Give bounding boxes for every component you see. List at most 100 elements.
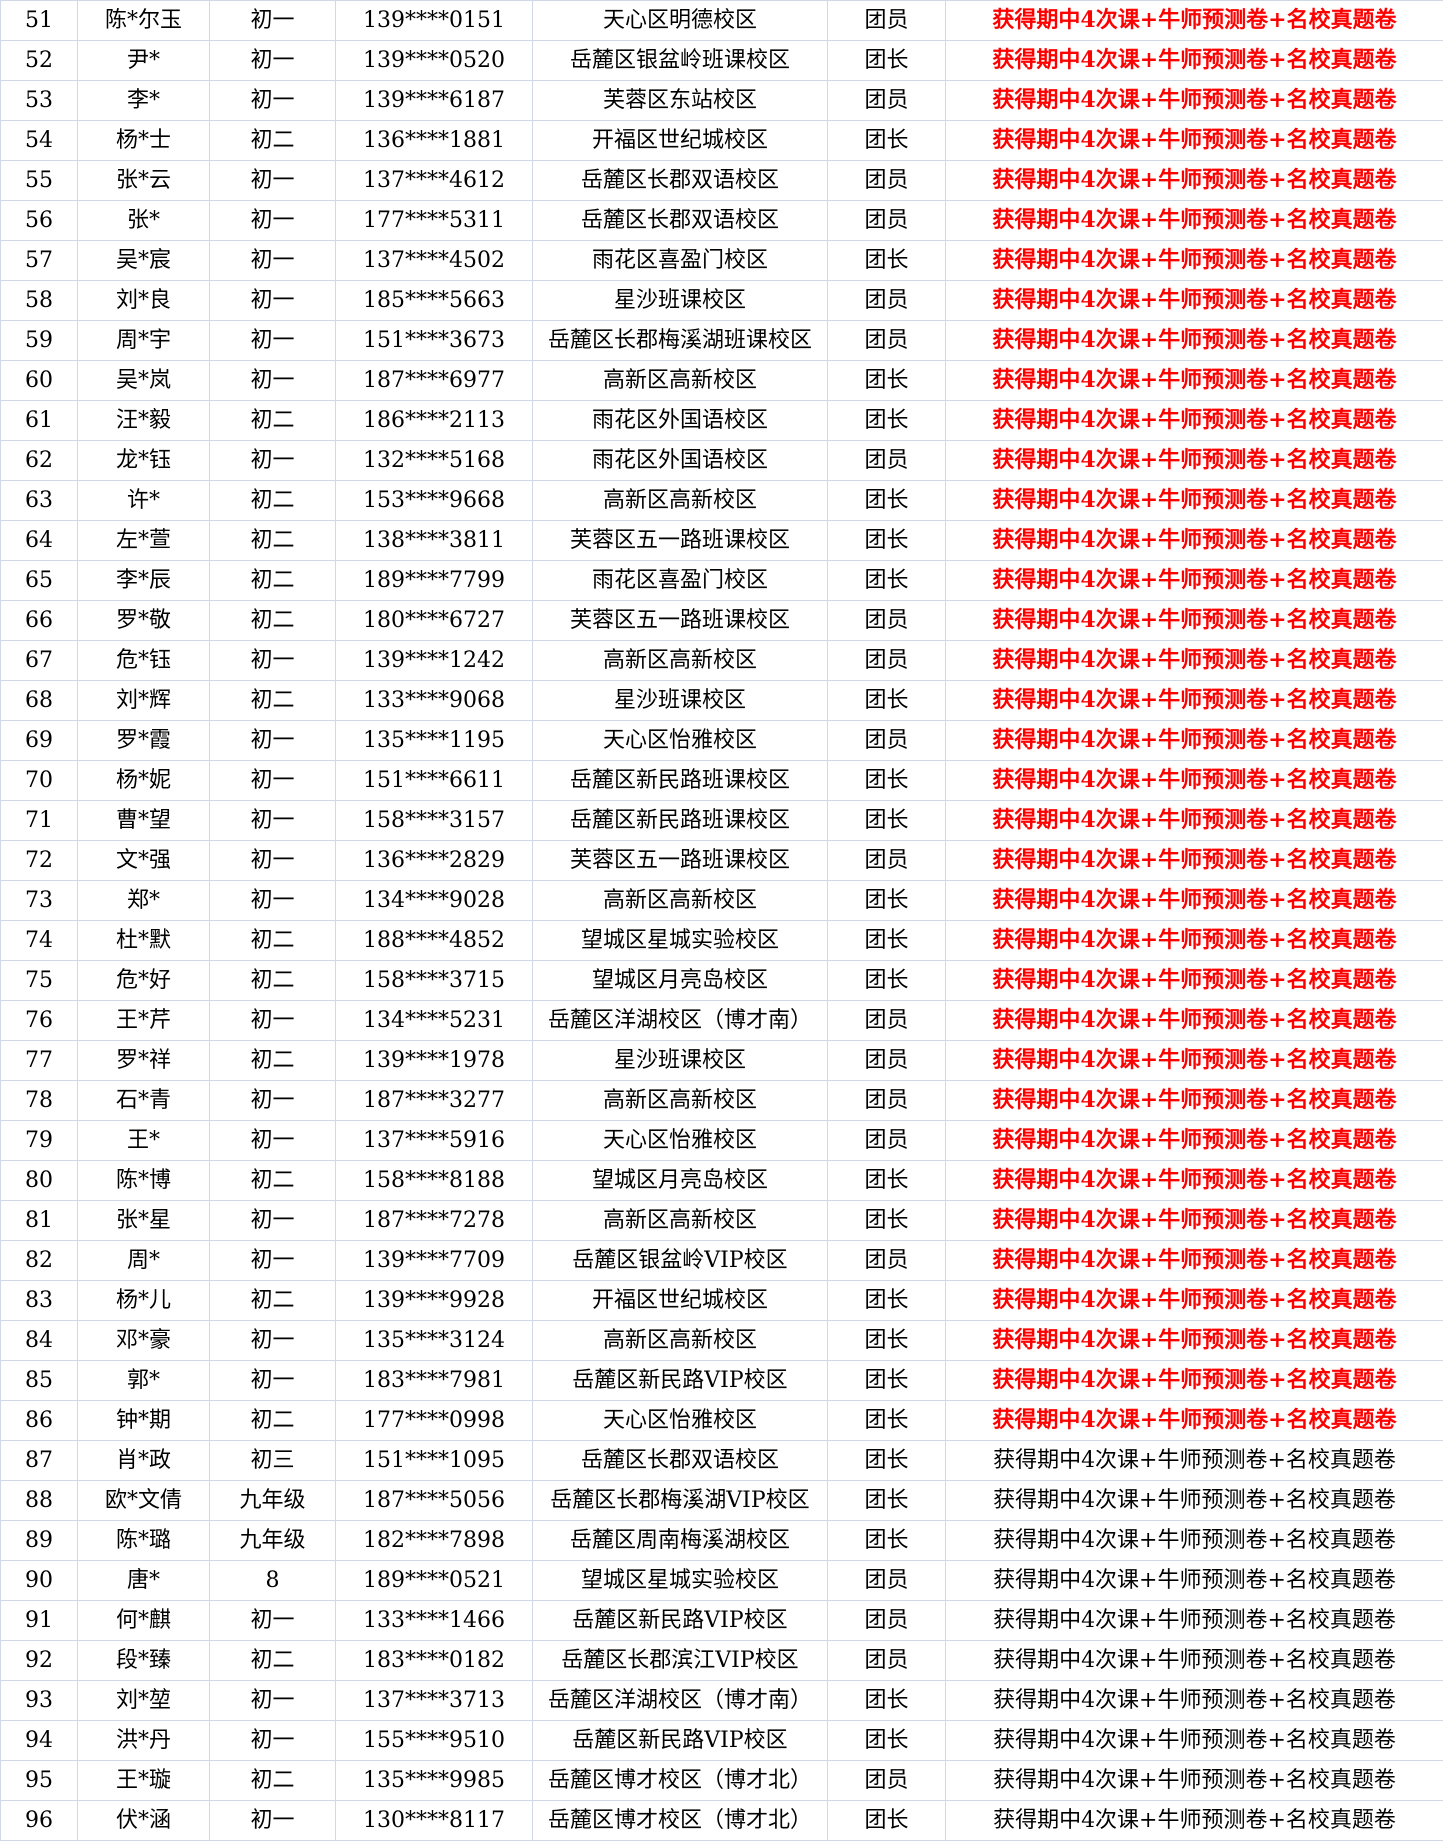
grade-cell: 初一: [209, 1600, 336, 1641]
campus-cell: 高新区高新校区: [532, 640, 828, 681]
reward-cell: 获得期中4次课+牛师预测卷+名校真题卷: [945, 480, 1443, 521]
row-number-cell: 82: [0, 1240, 78, 1281]
phone-number-cell: 186****2113: [335, 400, 533, 441]
table-row: 57 吴*宸 初一 137****4502 雨花区喜盈门校区 团长 获得期中4次课+牛师预测…: [0, 240, 1443, 281]
phone-number-cell: 139****9928: [335, 1280, 533, 1321]
reward-cell: 获得期中4次课+牛师预测卷+名校真题卷: [945, 1200, 1443, 1241]
student-name-cell: 洪*丹: [77, 1720, 210, 1761]
reward-cell: 获得期中4次课+牛师预测卷+名校真题卷: [945, 160, 1443, 201]
phone-number-cell: 177****0998: [335, 1400, 533, 1441]
reward-cell: 获得期中4次课+牛师预测卷+名校真题卷: [945, 600, 1443, 641]
table-row: 61 汪*毅 初二 186****2113 雨花区外国语校区 团长 获得期中4次课+牛师预测…: [0, 400, 1443, 441]
grade-cell: 初二: [209, 120, 336, 161]
row-number-cell: 83: [0, 1280, 78, 1321]
student-name-cell: 危*好: [77, 960, 210, 1001]
reward-cell: 获得期中4次课+牛师预测卷+名校真题卷: [945, 560, 1443, 601]
group-role-cell: 团长: [827, 880, 946, 921]
phone-number-cell: 137****5916: [335, 1120, 533, 1161]
row-number-cell: 55: [0, 160, 78, 201]
phone-number-cell: 137****3713: [335, 1680, 533, 1721]
campus-cell: 芙蓉区东站校区: [532, 80, 828, 121]
campus-cell: 高新区高新校区: [532, 1200, 828, 1241]
group-role-cell: 团长: [827, 1520, 946, 1561]
student-name-cell: 危*钰: [77, 640, 210, 681]
table-row: 80 陈*博 初二 158****8188 望城区月亮岛校区 团长 获得期中4次课+牛师预测…: [0, 1160, 1443, 1201]
reward-cell: 获得期中4次课+牛师预测卷+名校真题卷: [945, 1360, 1443, 1401]
campus-cell: 芙蓉区五一路班课校区: [532, 840, 828, 881]
campus-cell: 雨花区外国语校区: [532, 400, 828, 441]
grade-cell: 初二: [209, 600, 336, 641]
phone-number-cell: 187****6977: [335, 360, 533, 401]
campus-cell: 高新区高新校区: [532, 360, 828, 401]
grade-cell: 初二: [209, 1640, 336, 1681]
phone-number-cell: 151****3673: [335, 320, 533, 361]
row-number-cell: 52: [0, 40, 78, 81]
student-name-cell: 周*: [77, 1240, 210, 1281]
row-number-cell: 61: [0, 400, 78, 441]
phone-number-cell: 139****0520: [335, 40, 533, 81]
student-name-cell: 张*星: [77, 1200, 210, 1241]
reward-cell: 获得期中4次课+牛师预测卷+名校真题卷: [945, 1160, 1443, 1201]
row-number-cell: 89: [0, 1520, 78, 1561]
grade-cell: 初二: [209, 1160, 336, 1201]
reward-cell: 获得期中4次课+牛师预测卷+名校真题卷: [945, 1760, 1443, 1801]
reward-cell: 获得期中4次课+牛师预测卷+名校真题卷: [945, 640, 1443, 681]
phone-number-cell: 132****5168: [335, 440, 533, 481]
grade-cell: 初二: [209, 680, 336, 721]
phone-number-cell: 189****7799: [335, 560, 533, 601]
campus-cell: 星沙班课校区: [532, 280, 828, 321]
reward-cell: 获得期中4次课+牛师预测卷+名校真题卷: [945, 240, 1443, 281]
grade-cell: 初一: [209, 760, 336, 801]
table-row: 58 刘*良 初一 185****5663 星沙班课校区 团员 获得期中4次课+牛师预测卷+…: [0, 280, 1443, 321]
student-name-cell: 唐*: [77, 1560, 210, 1601]
group-role-cell: 团员: [827, 1080, 946, 1121]
table-row: 89 陈*璐 九年级 182****7898 岳麓区周南梅溪湖校区 团长 获得期中4次课+牛…: [0, 1520, 1443, 1561]
campus-cell: 岳麓区长郡滨江VIP校区: [532, 1640, 828, 1681]
group-role-cell: 团长: [827, 480, 946, 521]
reward-cell: 获得期中4次课+牛师预测卷+名校真题卷: [945, 1520, 1443, 1561]
student-name-cell: 吴*宸: [77, 240, 210, 281]
reward-cell: 获得期中4次课+牛师预测卷+名校真题卷: [945, 320, 1443, 361]
phone-number-cell: 137****4502: [335, 240, 533, 281]
campus-cell: 天心区怡雅校区: [532, 1120, 828, 1161]
group-role-cell: 团长: [827, 1480, 946, 1521]
group-role-cell: 团员: [827, 1760, 946, 1801]
campus-cell: 高新区高新校区: [532, 1080, 828, 1121]
group-role-cell: 团员: [827, 1120, 946, 1161]
grade-cell: 初二: [209, 400, 336, 441]
student-name-cell: 刘*堃: [77, 1680, 210, 1721]
grade-cell: 初一: [209, 200, 336, 241]
phone-number-cell: 188****4852: [335, 920, 533, 961]
row-number-cell: 93: [0, 1680, 78, 1721]
row-number-cell: 63: [0, 480, 78, 521]
group-role-cell: 团长: [827, 1440, 946, 1481]
student-name-cell: 郑*: [77, 880, 210, 921]
table-row: 67 危*钰 初一 139****1242 高新区高新校区 团员 获得期中4次课+牛师预测卷…: [0, 640, 1443, 681]
phone-number-cell: 180****6727: [335, 600, 533, 641]
row-number-cell: 80: [0, 1160, 78, 1201]
row-number-cell: 75: [0, 960, 78, 1001]
group-role-cell: 团长: [827, 240, 946, 281]
reward-cell: 获得期中4次课+牛师预测卷+名校真题卷: [945, 1080, 1443, 1121]
campus-cell: 望城区月亮岛校区: [532, 1160, 828, 1201]
student-name-cell: 罗*霞: [77, 720, 210, 761]
reward-cell: 获得期中4次课+牛师预测卷+名校真题卷: [945, 1560, 1443, 1601]
phone-number-cell: 155****9510: [335, 1720, 533, 1761]
group-role-cell: 团员: [827, 1600, 946, 1641]
student-name-cell: 李*辰: [77, 560, 210, 601]
grade-cell: 初一: [209, 80, 336, 121]
reward-cell: 获得期中4次课+牛师预测卷+名校真题卷: [945, 1040, 1443, 1081]
table-row: 66 罗*敬 初二 180****6727 芙蓉区五一路班课校区 团员 获得期中4次课+牛师…: [0, 600, 1443, 641]
student-name-cell: 段*臻: [77, 1640, 210, 1681]
campus-cell: 岳麓区长郡双语校区: [532, 1440, 828, 1481]
campus-cell: 开福区世纪城校区: [532, 1280, 828, 1321]
campus-cell: 雨花区喜盈门校区: [532, 240, 828, 281]
grade-cell: 初一: [209, 1720, 336, 1761]
row-number-cell: 59: [0, 320, 78, 361]
campus-cell: 岳麓区长郡梅溪湖VIP校区: [532, 1480, 828, 1521]
table-row: 95 王*璇 初二 135****9985 岳麓区博才校区（博才北） 团员 获得期中4次课+…: [0, 1760, 1443, 1801]
campus-cell: 望城区月亮岛校区: [532, 960, 828, 1001]
phone-number-cell: 134****9028: [335, 880, 533, 921]
grade-cell: 初一: [209, 1240, 336, 1281]
